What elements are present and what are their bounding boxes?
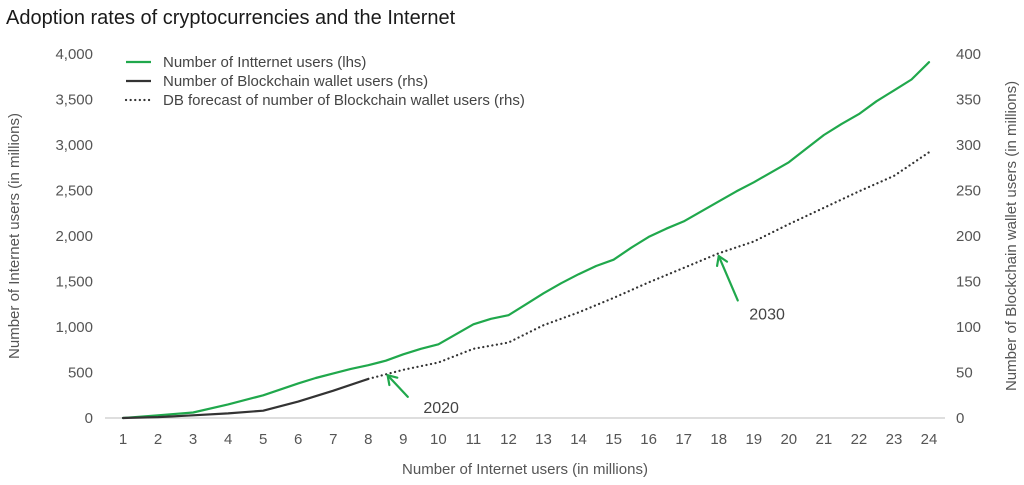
y-left-axis-title: Number of Internet users (in millions): [6, 113, 23, 359]
y-left-tick-label: 0: [85, 410, 93, 427]
x-tick-label: 5: [259, 431, 267, 448]
y-left-tick-label: 2,000: [55, 228, 93, 245]
legend-item-2: Number of Blockchain wallet users (rhs): [126, 73, 428, 90]
x-tick-label: 8: [364, 431, 372, 448]
x-tick-label: 15: [605, 431, 622, 448]
y-left-tick-label: 1,000: [55, 319, 93, 336]
x-tick-label: 1: [119, 431, 127, 448]
y-right-tick-label: 200: [956, 228, 981, 245]
series-line-2: [121, 377, 370, 420]
y-left-tick-label: 3,500: [55, 92, 93, 109]
x-tick-label: 2: [154, 431, 162, 448]
annotation-2020: 2020: [386, 374, 459, 417]
x-tick-label: 17: [675, 431, 692, 448]
x-tick-label: 23: [886, 431, 903, 448]
y-left-tick-label: 3,000: [55, 137, 93, 154]
x-tick-label: 6: [294, 431, 302, 448]
y-right-tick-label: 50: [956, 365, 973, 382]
x-tick-label: 22: [851, 431, 868, 448]
x-tick-label: 14: [570, 431, 587, 448]
annotation-label: 2020: [423, 400, 459, 417]
x-tick-label: 7: [329, 431, 337, 448]
x-tick-label: 11: [466, 431, 482, 448]
legend-item-1: Number of Intternet users (lhs): [126, 54, 366, 71]
y-left-tick-label: 2,500: [55, 183, 93, 200]
x-axis-title: Number of Internet users (in millions): [402, 461, 648, 478]
x-tick-label: 16: [640, 431, 657, 448]
x-tick-label: 24: [921, 431, 938, 448]
x-tick-label: 20: [780, 431, 797, 448]
x-tick-label: 21: [816, 431, 833, 448]
x-tick-label: 19: [745, 431, 762, 448]
y-right-tick-label: 100: [956, 319, 981, 336]
chart-title: Adoption rates of cryptocurrencies and t…: [6, 7, 456, 29]
x-tick-label: 12: [500, 431, 517, 448]
series-line-3: [367, 151, 931, 380]
y-right-tick-label: 0: [956, 410, 964, 427]
y-left-tick-label: 1,500: [55, 274, 93, 291]
legend-label: Number of Blockchain wallet users (rhs): [163, 73, 428, 90]
legend-item-3: DB forecast of number of Blockchain wall…: [124, 92, 525, 109]
y-right-tick-label: 250: [956, 183, 981, 200]
annotation-arrow: [386, 374, 409, 398]
y-right-tick-label: 150: [956, 274, 981, 291]
x-tick-label: 3: [189, 431, 197, 448]
x-tick-label: 10: [430, 431, 447, 448]
y-left-tick-label: 500: [68, 365, 93, 382]
annotation-arrowhead: [386, 374, 399, 387]
x-tick-label: 9: [399, 431, 407, 448]
x-tick-label: 18: [710, 431, 727, 448]
y-right-axis-title: Number of Blockchain wallet users (in mi…: [1003, 81, 1020, 391]
y-right-tick-label: 400: [956, 46, 981, 63]
legend-label: DB forecast of number of Blockchain wall…: [163, 92, 525, 109]
series-line-1: [121, 61, 931, 420]
y-right-tick-label: 300: [956, 137, 981, 154]
x-tick-label: 13: [535, 431, 552, 448]
annotation-arrowhead: [715, 254, 729, 267]
annotation-2030: 2030: [715, 254, 785, 323]
annotation-arrow: [717, 254, 739, 302]
annotation-label: 2030: [749, 306, 785, 323]
y-left-tick-label: 4,000: [55, 46, 93, 63]
x-tick-label: 4: [224, 431, 232, 448]
y-right-tick-label: 350: [956, 92, 981, 109]
legend-label: Number of Intternet users (lhs): [163, 54, 366, 71]
